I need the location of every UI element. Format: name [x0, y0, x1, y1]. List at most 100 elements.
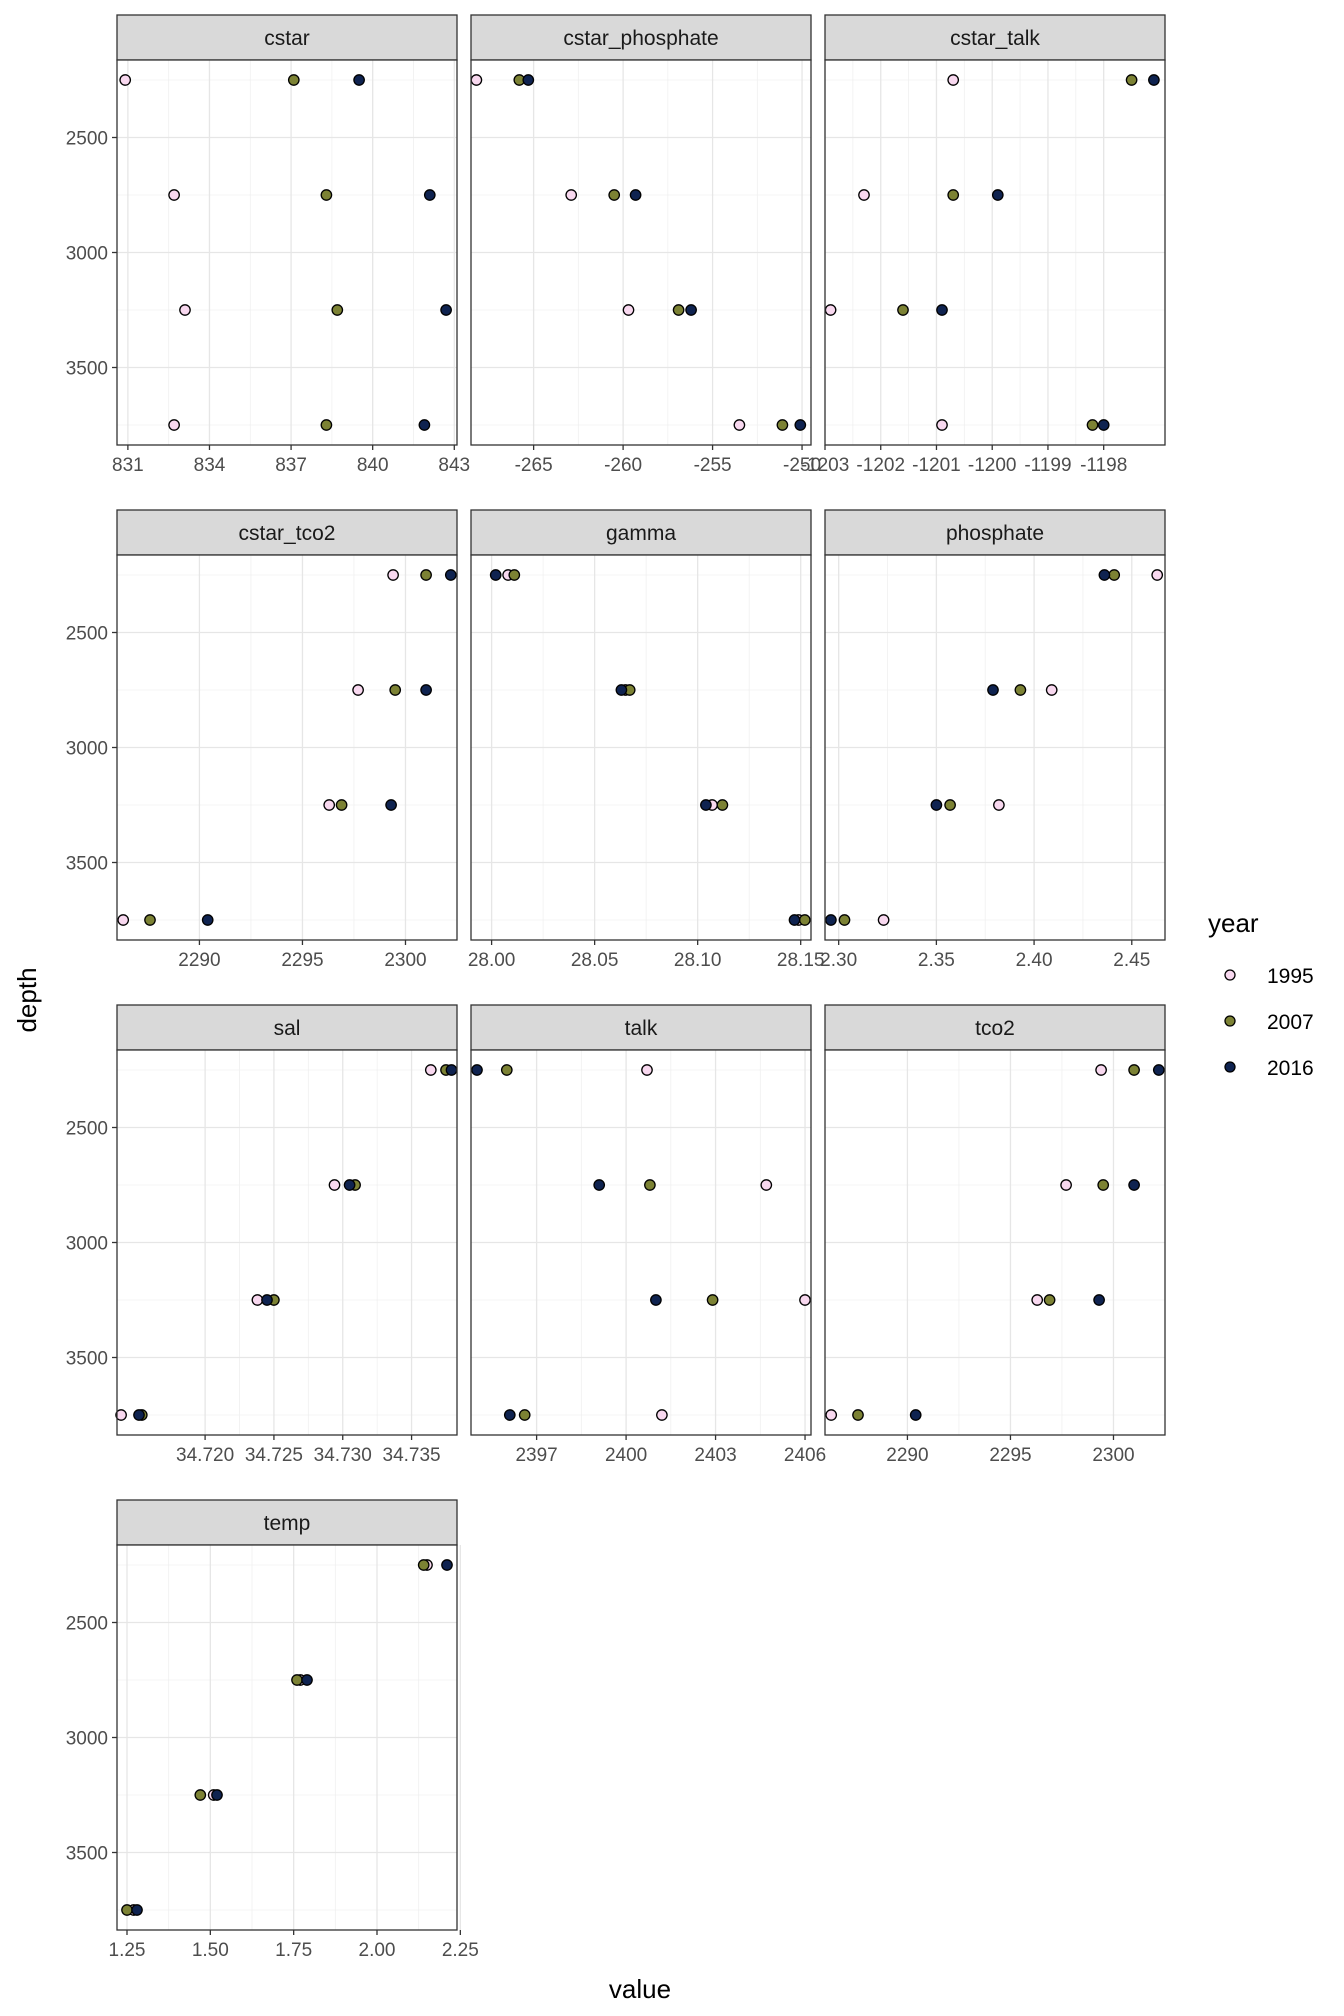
y-tick-label: 3000 [66, 739, 108, 760]
point-tco2-2016-3750 [909, 1409, 922, 1421]
facet-strip-label: gamma [606, 522, 676, 545]
x-tick-label: -260 [604, 455, 642, 476]
x-tick-label: 28.10 [674, 950, 722, 971]
x-tick-label: 2403 [694, 1445, 736, 1466]
y-tick-label: 3500 [66, 359, 108, 380]
point-cstar-phosphate-1995-3250 [622, 304, 635, 316]
x-tick-label: 837 [275, 455, 307, 476]
point-cstar-talk-2016-3250 [936, 304, 948, 316]
x-tick-label: 834 [194, 455, 226, 476]
point-talk-1995-2750 [760, 1179, 773, 1191]
point-phosphate-2016-3750 [825, 914, 837, 926]
facet-panel-gamma: gamma 28.00 28.05 28.10 28.15 [468, 509, 825, 971]
point-cstar-phosphate-1995-3750 [733, 419, 746, 431]
y-tick-label: 2500 [66, 1614, 108, 1635]
point-temp-2007-3250 [194, 1789, 207, 1801]
legend-key-1995 [1224, 969, 1236, 981]
point-cstar-talk-2007-3250 [897, 304, 909, 316]
facet-strip-label: tco2 [975, 1017, 1015, 1040]
facet-strip [470, 509, 812, 556]
x-tick-label: -255 [694, 455, 732, 476]
x-tick-label: 2400 [605, 1445, 647, 1466]
point-tco2-2007-3750 [852, 1409, 864, 1421]
point-cstar-2007-2750 [320, 189, 333, 201]
y-axis-title: depth [12, 967, 42, 1032]
y-tick-label: 3000 [66, 244, 108, 265]
point-temp-2016-3750 [131, 1904, 143, 1916]
point-cstar-phosphate-2007-3750 [776, 419, 789, 431]
x-tick-label: 1.75 [275, 1940, 312, 1961]
point-cstar-phosphate-2016-2750 [629, 189, 642, 201]
point-phosphate-2007-2750 [1014, 684, 1027, 696]
point-tco2-2016-3250 [1093, 1294, 1105, 1306]
point-cstar-1995-2750 [168, 189, 180, 201]
x-tick-label: -1203 [801, 455, 850, 476]
facet-panel-temp: temp 1.25 1.50 1.75 2.00 2.25 2500 3000 3500 [66, 1499, 479, 1961]
point-cstar-talk-2016-3750 [1097, 419, 1110, 431]
point-cstar-phosphate-2016-2250 [522, 74, 535, 86]
facet-panel-cstar-phosphate: cstar_phosphate -265 -260 -255 -250 [470, 14, 821, 476]
point-tco2-1995-2750 [1060, 1179, 1072, 1191]
facet-strip-label: temp [264, 1512, 311, 1535]
point-tco2-1995-3250 [1031, 1294, 1044, 1306]
point-cstar-talk-1995-2750 [858, 189, 870, 201]
point-cstar-tco2-2016-2750 [420, 684, 432, 696]
y-tick-label: 3500 [66, 1844, 108, 1865]
point-phosphate-2007-3750 [838, 914, 851, 926]
point-cstar-talk-1995-3250 [824, 304, 837, 316]
facet-strip [470, 14, 812, 61]
point-cstar-1995-3750 [168, 419, 180, 431]
x-tick-label: 28.05 [571, 950, 619, 971]
point-cstar-tco2-1995-3250 [323, 799, 336, 811]
x-tick-label: 1.25 [109, 1940, 146, 1961]
point-cstar-talk-1995-2250 [947, 74, 960, 86]
point-cstar-tco2-2016-3750 [201, 914, 214, 926]
x-tick-label: 2.30 [820, 950, 857, 971]
x-axis-title: value [609, 1974, 671, 2004]
panel-border [470, 59, 812, 446]
point-temp-2016-2250 [441, 1559, 453, 1571]
y-tick-label: 2500 [66, 1119, 108, 1140]
point-cstar-phosphate-2007-2750 [608, 189, 621, 201]
point-phosphate-1995-2250 [1151, 569, 1164, 581]
point-cstar-2007-2250 [287, 74, 300, 86]
point-cstar-talk-2016-2750 [991, 189, 1004, 201]
panel-border [824, 59, 1166, 446]
point-gamma-2016-2250 [489, 569, 502, 581]
point-talk-2016-3250 [650, 1294, 662, 1306]
point-gamma-2007-3750 [798, 914, 811, 926]
point-temp-2007-2750 [291, 1674, 303, 1686]
point-talk-1995-3250 [799, 1294, 811, 1306]
x-tick-label: 831 [112, 455, 144, 476]
facet-strip [470, 1004, 812, 1051]
point-gamma-2016-2750 [615, 684, 628, 696]
x-tick-label: 2.35 [918, 950, 955, 971]
facet-strip [116, 509, 458, 556]
point-phosphate-1995-3250 [993, 799, 1005, 811]
x-tick-label: 34.725 [245, 1445, 303, 1466]
facet-panel-cstar: cstar 831 834 837 840 843 2500 3000 3500 [66, 14, 470, 476]
x-tick-label: -250 [783, 455, 821, 476]
point-phosphate-1995-3750 [877, 914, 890, 926]
point-cstar-1995-3250 [179, 304, 191, 316]
point-phosphate-2007-2250 [1108, 569, 1121, 581]
point-tco2-2016-2250 [1152, 1064, 1165, 1076]
point-tco2-1995-3750 [825, 1409, 838, 1421]
point-cstar-tco2-1995-2750 [352, 684, 364, 696]
legend-key-2007 [1224, 1015, 1236, 1027]
x-tick-label: 2.00 [359, 1940, 396, 1961]
point-temp-2016-3250 [211, 1789, 223, 1801]
legend-label-2016: 2016 [1267, 1057, 1314, 1080]
point-cstar-tco2-1995-3750 [117, 914, 130, 926]
point-cstar-2016-3250 [440, 304, 452, 316]
point-cstar-tco2-2007-2750 [389, 684, 402, 696]
point-phosphate-2016-3250 [930, 799, 943, 811]
point-talk-2007-2750 [644, 1179, 656, 1191]
y-tick-label: 2500 [66, 624, 108, 645]
x-tick-label: 1.50 [192, 1940, 229, 1961]
facet-strip [116, 1499, 458, 1546]
x-tick-label: 28.15 [777, 950, 825, 971]
x-tick-label: 843 [438, 455, 470, 476]
x-tick-label: 2300 [1092, 1445, 1134, 1466]
point-talk-2007-2250 [500, 1064, 513, 1076]
